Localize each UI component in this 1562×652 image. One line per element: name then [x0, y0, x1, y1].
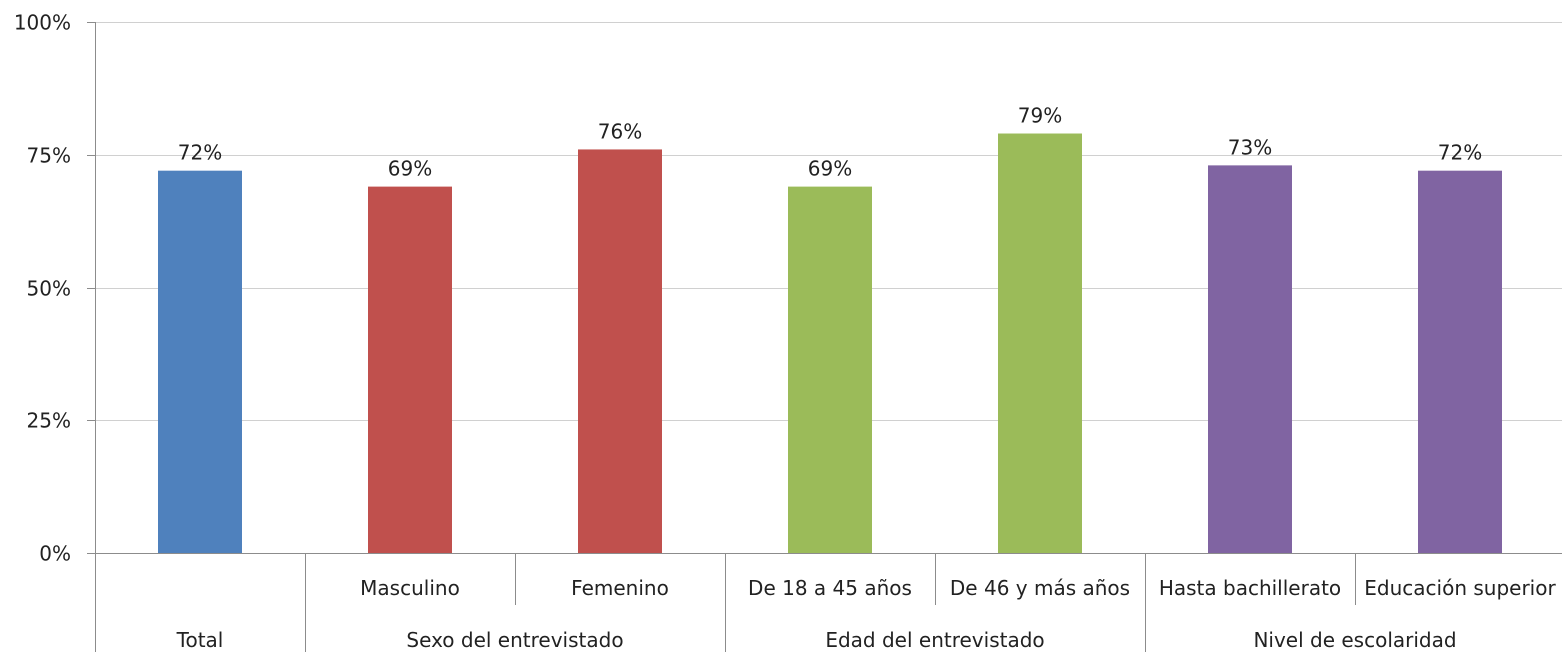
x-group-label: Sexo del entrevistado [406, 628, 623, 652]
data-label: 73% [1228, 135, 1272, 159]
data-labels: 72% 69% 76% 69% 79% 73% 72% [178, 104, 1482, 181]
data-label: 79% [1018, 104, 1062, 128]
bar [998, 133, 1082, 553]
data-label: 72% [178, 141, 222, 165]
x-subcategory-label: Educación superior [1364, 576, 1556, 600]
bar [788, 186, 872, 554]
bar [368, 186, 452, 554]
bar [1418, 170, 1502, 553]
data-label: 76% [598, 119, 642, 143]
x-group-label: Nivel de escolaridad [1253, 628, 1456, 652]
x-subcategory-label: Masculino [360, 576, 460, 600]
data-label: 69% [388, 157, 432, 181]
bar [578, 149, 662, 553]
bar [1208, 165, 1292, 553]
axes: 0% 25% 50% 75% 100% [14, 11, 1562, 652]
data-label: 69% [808, 157, 852, 181]
bar [158, 170, 242, 553]
x-subcategory-label: Hasta bachillerato [1159, 576, 1341, 600]
data-label: 72% [1438, 141, 1482, 165]
y-tick-label: 100% [14, 11, 71, 35]
x-group-label: Total [176, 628, 224, 652]
x-subcategory-label: Femenino [571, 576, 669, 600]
y-tick-label: 75% [27, 144, 71, 168]
y-tick-label: 0% [39, 542, 71, 566]
x-group-label: Edad del entrevistado [825, 628, 1044, 652]
x-axis-category-labels: Masculino Femenino De 18 a 45 años De 46 y … [176, 576, 1557, 652]
x-subcategory-label: De 18 a 45 años [748, 576, 912, 600]
x-subcategory-label: De 46 y más años [950, 576, 1130, 600]
bars [158, 133, 1502, 554]
y-tick-label: 25% [27, 409, 71, 433]
y-tick-label: 50% [27, 277, 71, 301]
